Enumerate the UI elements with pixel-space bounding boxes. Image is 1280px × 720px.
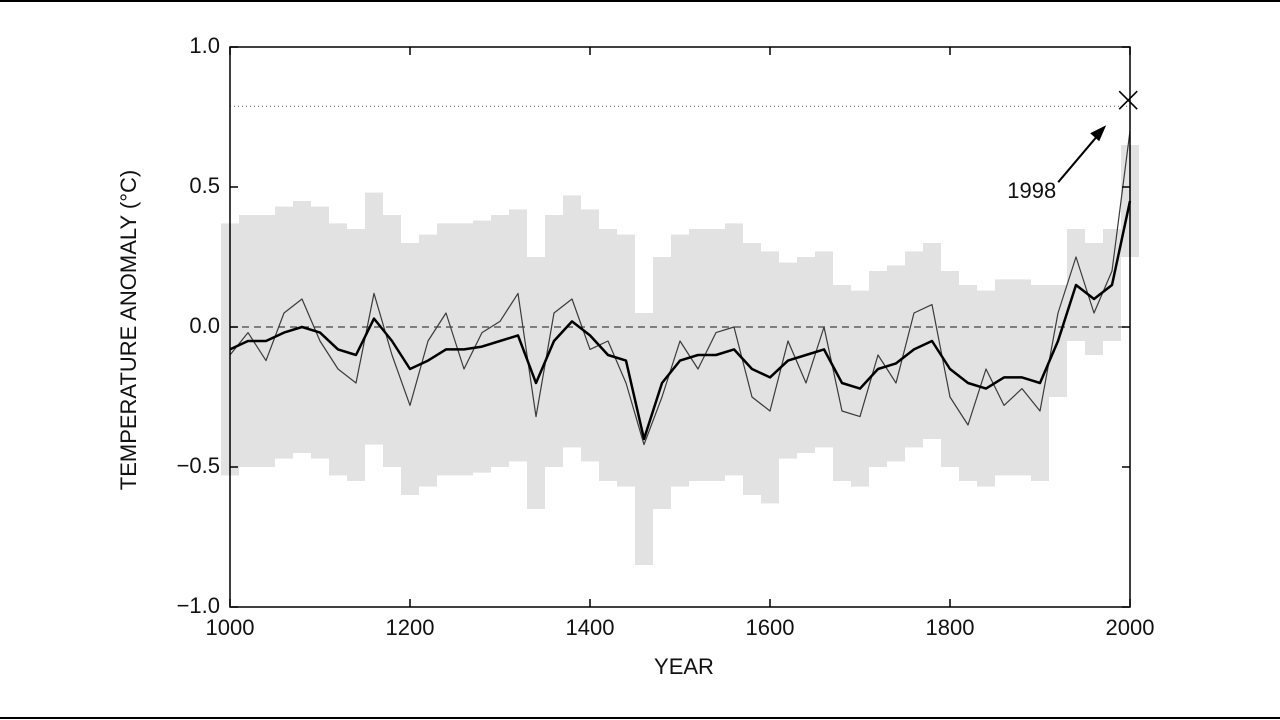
x-tick-label: 1800 xyxy=(926,615,975,640)
x-tick-label: 1600 xyxy=(746,615,795,640)
y-tick-label: 1.0 xyxy=(189,33,220,58)
annotation-marker xyxy=(1118,90,1138,110)
y-tick-label: 0.0 xyxy=(189,313,220,338)
x-tick-label: 1400 xyxy=(566,615,615,640)
x-tick-label: 1200 xyxy=(386,615,435,640)
annotation-label: 1998 xyxy=(1007,178,1056,203)
y-tick-label: −1.0 xyxy=(177,593,220,618)
y-tick-label: −0.5 xyxy=(177,453,220,478)
x-tick-label: 2000 xyxy=(1106,615,1155,640)
x-axis-label: YEAR xyxy=(654,654,714,679)
annotation-arrow xyxy=(1057,129,1103,183)
y-axis-label: TEMPERATURE ANOMALY (°C) xyxy=(116,170,141,491)
x-tick-label: 1000 xyxy=(206,615,255,640)
series-line xyxy=(229,200,1132,441)
y-tick-label: 0.5 xyxy=(189,173,220,198)
annotation-arrowhead xyxy=(1090,125,1107,142)
